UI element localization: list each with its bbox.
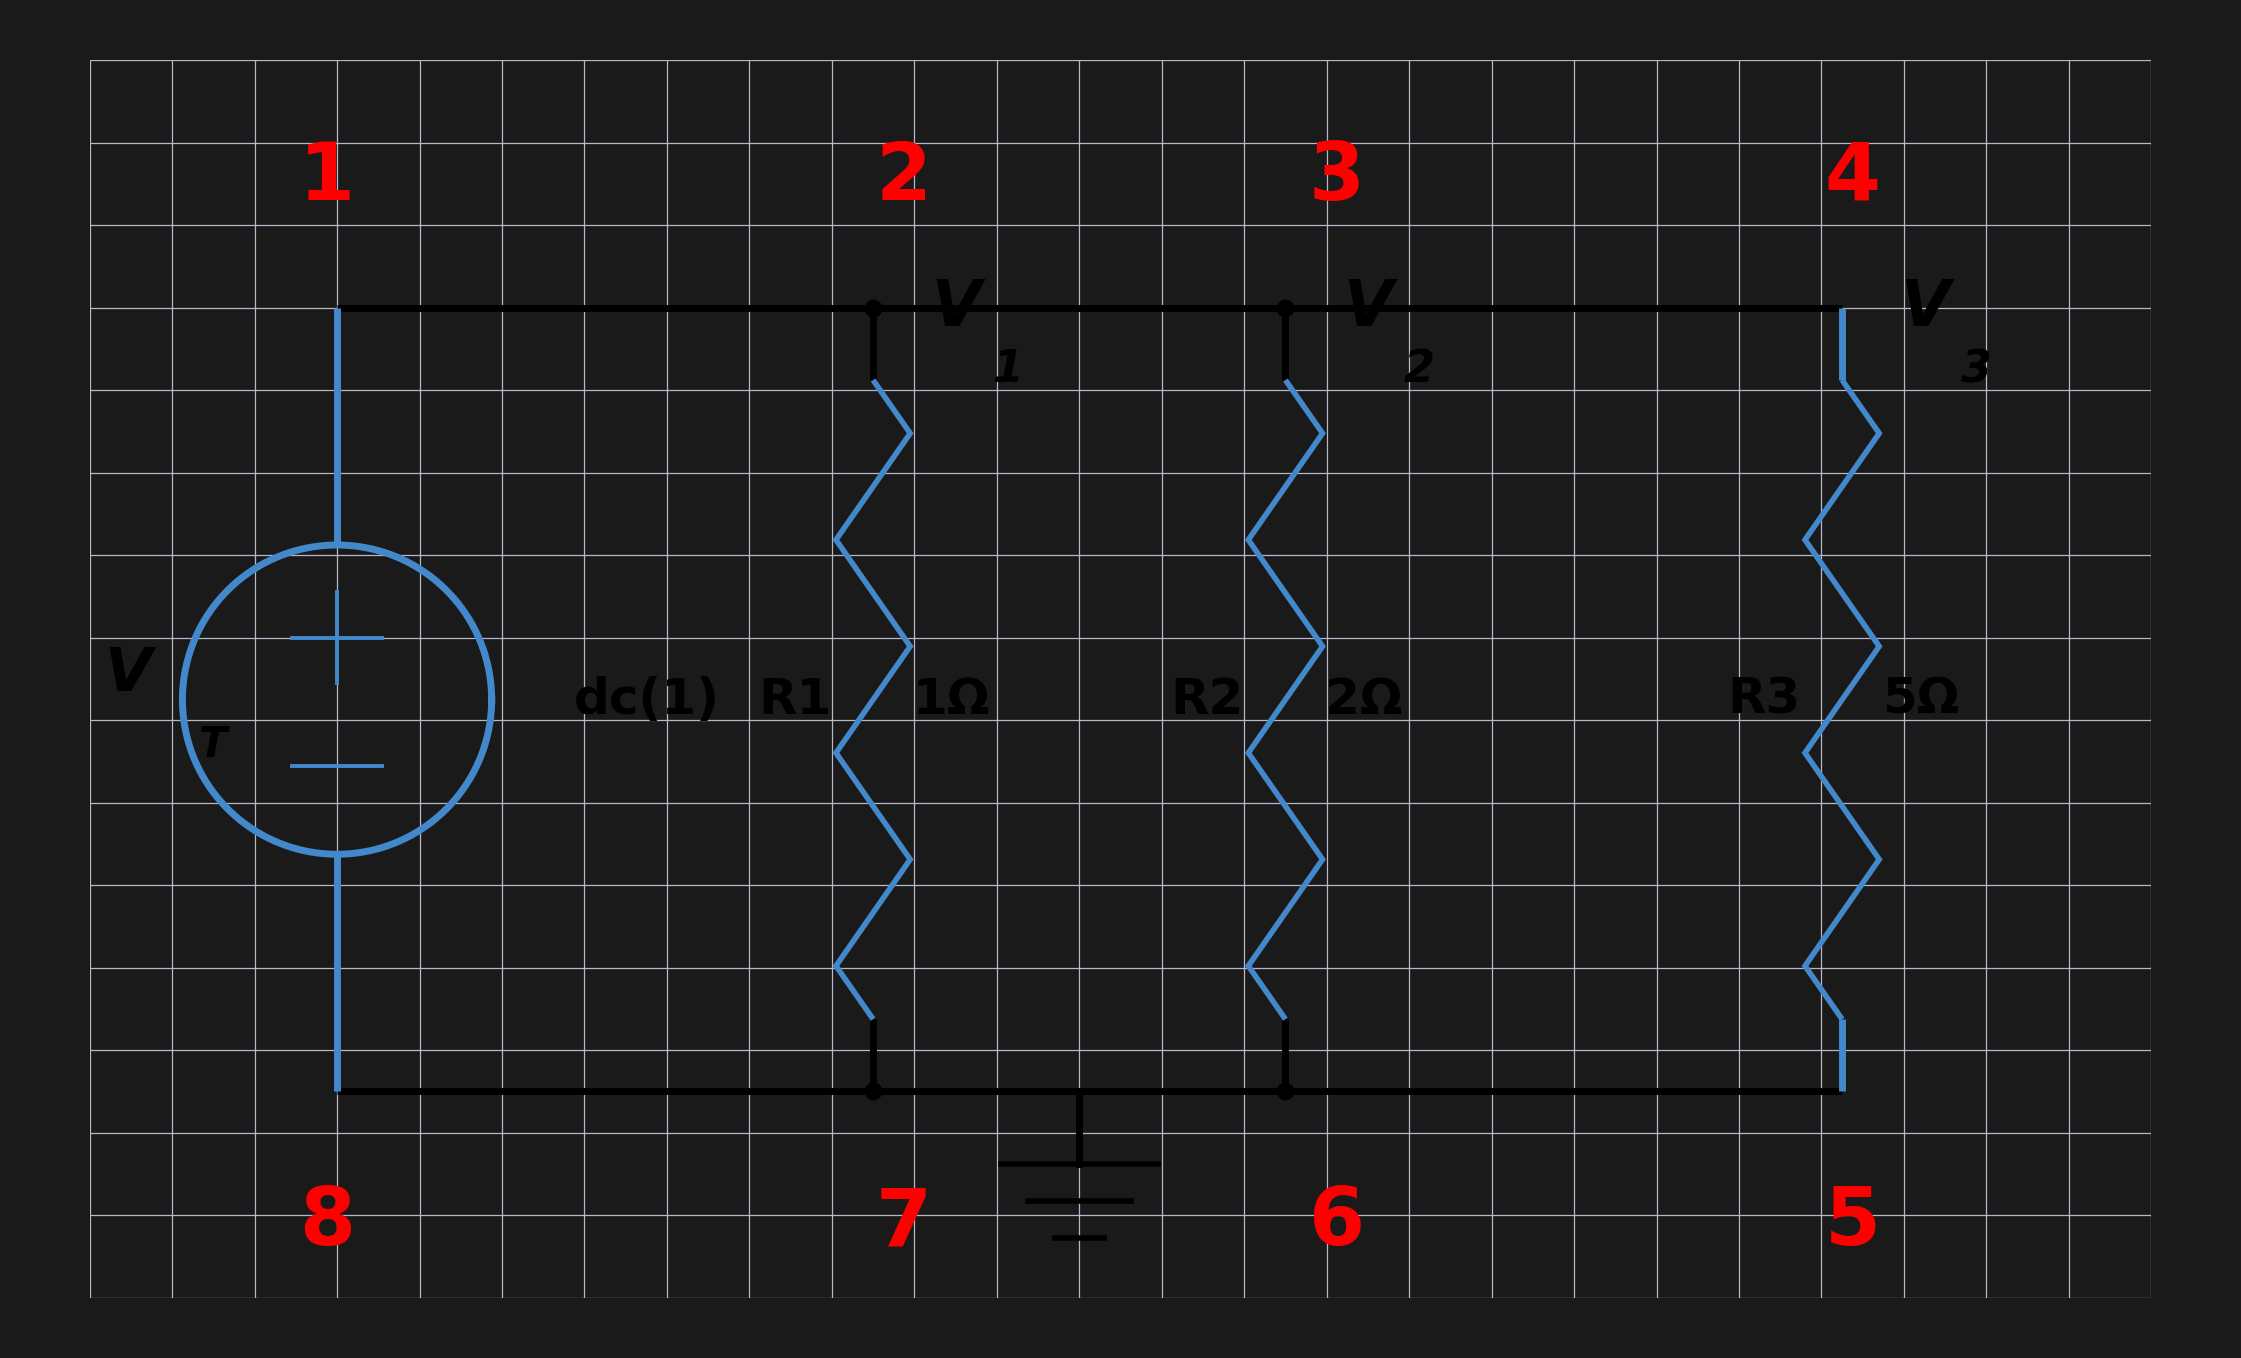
Text: 4: 4	[1824, 139, 1880, 217]
Text: 3: 3	[1309, 139, 1365, 217]
Text: 8: 8	[298, 1184, 354, 1263]
Text: V: V	[930, 277, 979, 340]
Text: V: V	[105, 645, 152, 705]
Text: 2: 2	[1403, 348, 1434, 391]
Text: R2: R2	[1170, 676, 1244, 724]
Point	[1268, 297, 1304, 319]
Text: dc(1): dc(1)	[574, 676, 719, 724]
Text: 5Ω: 5Ω	[1882, 676, 1959, 724]
Text: 6: 6	[1309, 1184, 1365, 1263]
Text: 2: 2	[876, 139, 932, 217]
Text: 5: 5	[1824, 1184, 1880, 1263]
Text: T: T	[199, 724, 226, 766]
Point	[856, 1081, 892, 1103]
Text: 1Ω: 1Ω	[912, 676, 991, 724]
Text: R1: R1	[757, 676, 831, 724]
Text: 2Ω: 2Ω	[1324, 676, 1403, 724]
Text: V: V	[1342, 277, 1392, 340]
Text: R3: R3	[1728, 676, 1800, 724]
Point	[856, 297, 892, 319]
Text: 1: 1	[298, 139, 354, 217]
Text: V: V	[1900, 277, 1950, 340]
Text: 1: 1	[991, 348, 1022, 391]
Text: 7: 7	[876, 1184, 932, 1263]
Point	[1268, 1081, 1304, 1103]
Text: 3: 3	[1961, 348, 1992, 391]
